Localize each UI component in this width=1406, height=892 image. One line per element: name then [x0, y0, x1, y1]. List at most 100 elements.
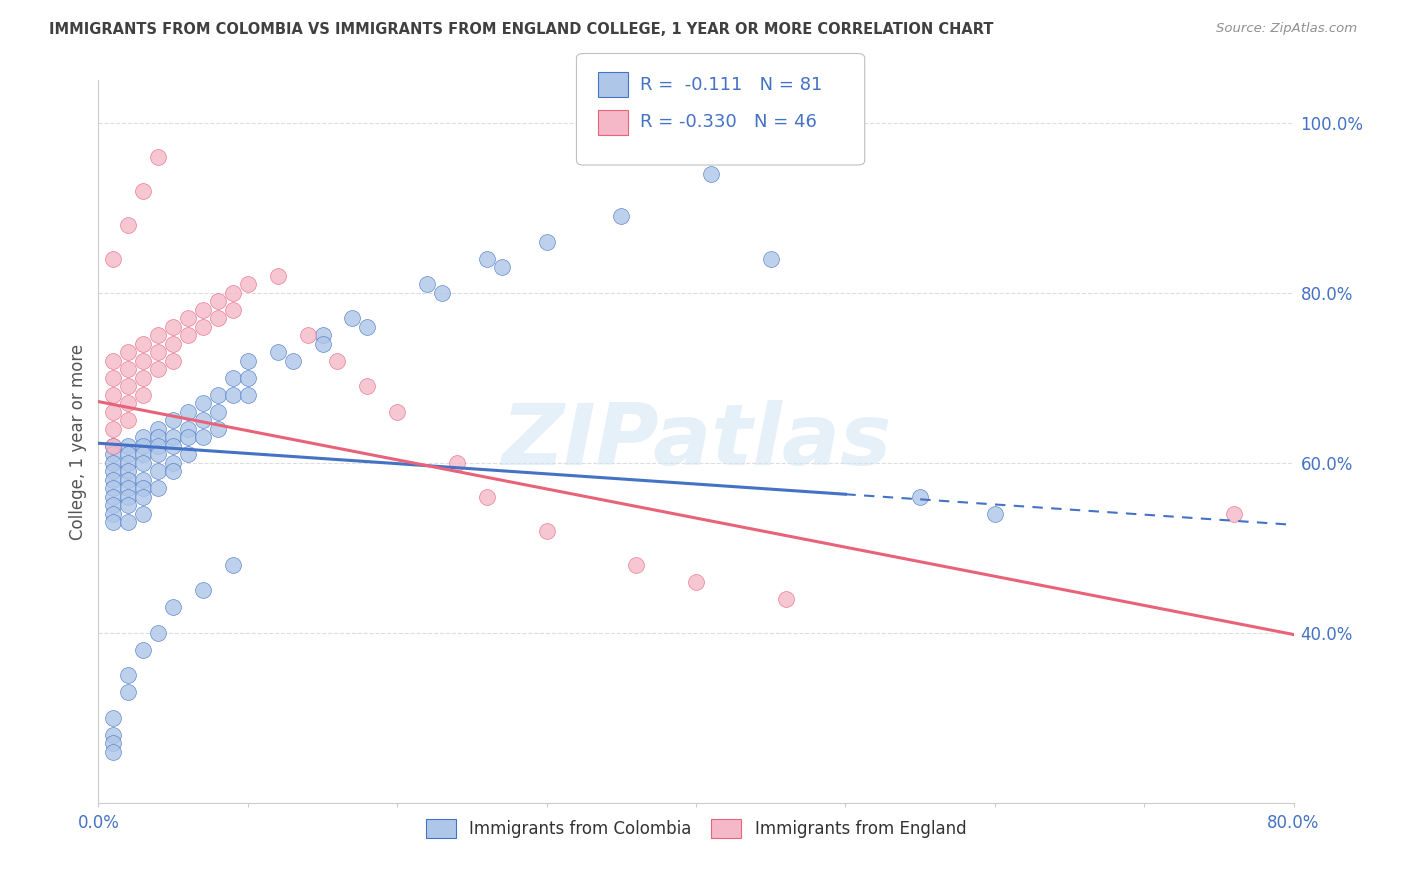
- Point: [162, 439, 184, 453]
- Point: [207, 294, 229, 309]
- Y-axis label: College, 1 year or more: College, 1 year or more: [69, 343, 87, 540]
- Point: [148, 447, 170, 461]
- Point: [132, 473, 155, 487]
- Point: [103, 498, 125, 512]
- Point: [132, 439, 155, 453]
- Point: [297, 328, 319, 343]
- Point: [103, 516, 125, 530]
- Point: [103, 490, 125, 504]
- Point: [536, 235, 558, 249]
- Point: [207, 311, 229, 326]
- Point: [162, 600, 184, 615]
- Point: [148, 439, 170, 453]
- Point: [162, 353, 184, 368]
- Point: [207, 422, 229, 436]
- Point: [177, 328, 200, 343]
- Point: [148, 150, 170, 164]
- Point: [103, 711, 125, 725]
- Point: [117, 345, 139, 359]
- Point: [281, 353, 304, 368]
- Point: [132, 371, 155, 385]
- Point: [117, 473, 139, 487]
- Point: [103, 464, 125, 478]
- Point: [191, 430, 214, 444]
- Text: R =  -0.111   N = 81: R = -0.111 N = 81: [640, 76, 823, 94]
- Point: [132, 481, 155, 495]
- Point: [103, 353, 125, 368]
- Point: [356, 379, 378, 393]
- Point: [685, 574, 707, 589]
- Point: [117, 218, 139, 232]
- Point: [117, 685, 139, 699]
- Point: [148, 430, 170, 444]
- Point: [191, 319, 214, 334]
- Point: [103, 481, 125, 495]
- Point: [117, 447, 139, 461]
- Point: [162, 456, 184, 470]
- Point: [610, 209, 633, 223]
- Point: [103, 456, 125, 470]
- Point: [222, 371, 245, 385]
- Point: [148, 362, 170, 376]
- Legend: Immigrants from Colombia, Immigrants from England: Immigrants from Colombia, Immigrants fro…: [419, 813, 973, 845]
- Point: [700, 167, 723, 181]
- Point: [148, 625, 170, 640]
- Point: [117, 362, 139, 376]
- Point: [132, 388, 155, 402]
- Point: [103, 447, 125, 461]
- Point: [103, 473, 125, 487]
- Point: [103, 736, 125, 750]
- Point: [148, 464, 170, 478]
- Point: [132, 336, 155, 351]
- Point: [162, 413, 184, 427]
- Point: [475, 490, 498, 504]
- Point: [117, 481, 139, 495]
- Point: [626, 558, 648, 572]
- Point: [191, 302, 214, 317]
- Point: [236, 277, 259, 292]
- Point: [342, 311, 364, 326]
- Text: IMMIGRANTS FROM COLOMBIA VS IMMIGRANTS FROM ENGLAND COLLEGE, 1 YEAR OR MORE CORR: IMMIGRANTS FROM COLOMBIA VS IMMIGRANTS F…: [49, 22, 994, 37]
- Point: [148, 481, 170, 495]
- Point: [177, 430, 200, 444]
- Point: [117, 498, 139, 512]
- Point: [236, 388, 259, 402]
- Point: [103, 252, 125, 266]
- Point: [177, 447, 200, 461]
- Point: [222, 302, 245, 317]
- Point: [117, 413, 139, 427]
- Point: [430, 285, 453, 300]
- Point: [222, 285, 245, 300]
- Point: [148, 422, 170, 436]
- Point: [117, 396, 139, 410]
- Point: [191, 396, 214, 410]
- Point: [162, 319, 184, 334]
- Point: [267, 345, 290, 359]
- Point: [416, 277, 439, 292]
- Point: [207, 405, 229, 419]
- Point: [117, 464, 139, 478]
- Point: [775, 591, 797, 606]
- Point: [222, 388, 245, 402]
- Point: [385, 405, 409, 419]
- Point: [132, 642, 155, 657]
- Point: [759, 252, 782, 266]
- Point: [103, 728, 125, 742]
- Point: [1223, 507, 1246, 521]
- Text: Source: ZipAtlas.com: Source: ZipAtlas.com: [1216, 22, 1357, 36]
- Point: [222, 558, 245, 572]
- Point: [148, 345, 170, 359]
- Point: [103, 405, 125, 419]
- Point: [132, 490, 155, 504]
- Point: [207, 388, 229, 402]
- Point: [311, 328, 333, 343]
- Point: [491, 260, 513, 275]
- Point: [117, 490, 139, 504]
- Point: [117, 456, 139, 470]
- Point: [103, 371, 125, 385]
- Point: [117, 516, 139, 530]
- Point: [177, 422, 200, 436]
- Point: [103, 422, 125, 436]
- Point: [326, 353, 349, 368]
- Point: [311, 336, 333, 351]
